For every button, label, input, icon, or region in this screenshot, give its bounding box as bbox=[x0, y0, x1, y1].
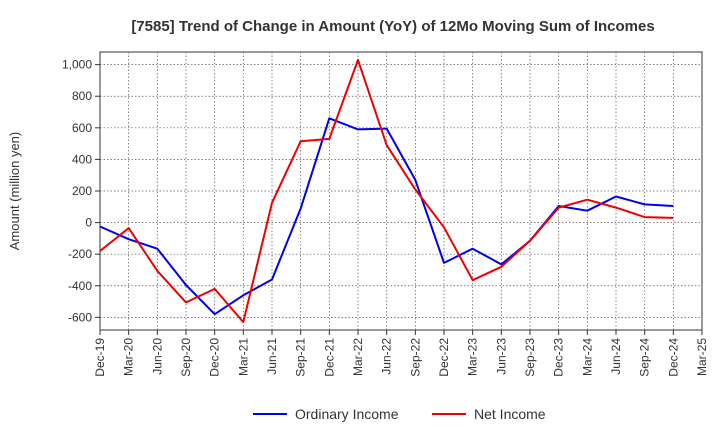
x-tick-label: Sep-24 bbox=[638, 338, 652, 377]
x-axis-ticks: Dec-19 Mar-20 Jun-20 Sep-20 Dec-20 Mar-21 Jun-… bbox=[93, 330, 709, 377]
y-tick-label: 400 bbox=[72, 152, 92, 166]
x-tick-label: Dec-22 bbox=[437, 338, 451, 377]
y-tick-label: 200 bbox=[72, 184, 92, 198]
legend: Ordinary Income Net Income bbox=[253, 406, 546, 422]
y-tick-label: 800 bbox=[72, 89, 92, 103]
series-line bbox=[99, 117, 674, 316]
x-tick-label: Jun-23 bbox=[494, 338, 508, 375]
y-axis-label: Amount (million yen) bbox=[7, 132, 22, 251]
legend-label: Net Income bbox=[474, 406, 546, 422]
x-tick-label: Jun-22 bbox=[380, 338, 394, 375]
chart-title: [7585] Trend of Change in Amount (YoY) o… bbox=[131, 18, 654, 35]
x-tick-label: Dec-23 bbox=[552, 338, 566, 377]
x-tick-label: Mar-24 bbox=[580, 338, 594, 376]
x-tick-label: Dec-24 bbox=[666, 338, 680, 377]
x-tick-label: Sep-22 bbox=[408, 338, 422, 377]
y-tick-label: 600 bbox=[72, 121, 92, 135]
grid-lines bbox=[100, 52, 702, 330]
x-tick-label: Dec-20 bbox=[208, 338, 222, 377]
y-tick-label: 0 bbox=[85, 216, 92, 230]
x-tick-label: Dec-19 bbox=[93, 338, 107, 377]
x-tick-label: Mar-25 bbox=[695, 338, 709, 376]
x-tick-label: Jun-20 bbox=[150, 338, 164, 375]
x-tick-label: Sep-23 bbox=[523, 338, 537, 377]
x-tick-label: Jun-21 bbox=[265, 338, 279, 375]
x-tick-label: Mar-20 bbox=[122, 338, 136, 376]
series-line bbox=[99, 58, 674, 324]
x-tick-label: Mar-21 bbox=[236, 338, 250, 376]
y-tick-label: -200 bbox=[68, 247, 92, 261]
x-tick-label: Mar-22 bbox=[351, 338, 365, 376]
y-tick-label: -400 bbox=[68, 279, 92, 293]
x-tick-label: Sep-20 bbox=[179, 338, 193, 377]
y-tick-label: 1,000 bbox=[62, 58, 92, 72]
y-tick-label: -600 bbox=[68, 310, 92, 324]
series-lines bbox=[99, 58, 674, 324]
x-tick-label: Sep-21 bbox=[294, 338, 308, 377]
y-axis-ticks: -600 -400 -200 0 200 400 600 800 1,000 bbox=[62, 58, 100, 324]
x-tick-label: Jun-24 bbox=[609, 338, 623, 375]
x-tick-label: Mar-23 bbox=[466, 338, 480, 376]
x-tick-label: Dec-21 bbox=[322, 338, 336, 377]
legend-label: Ordinary Income bbox=[295, 406, 399, 422]
